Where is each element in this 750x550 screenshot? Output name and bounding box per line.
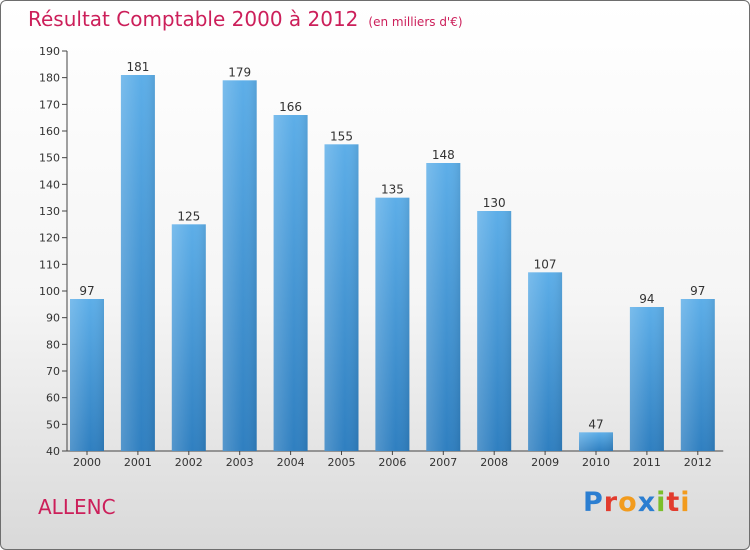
bar-shading bbox=[680, 299, 715, 451]
bar-shading bbox=[629, 307, 664, 451]
x-tick-label: 2004 bbox=[277, 456, 305, 469]
bar-shading bbox=[171, 224, 206, 451]
proxiti-logo[interactable]: Proxiti bbox=[583, 487, 691, 518]
data-label: 97 bbox=[690, 284, 705, 298]
bar-shading bbox=[579, 432, 613, 451]
y-tick-label: 70 bbox=[46, 365, 60, 378]
x-tick-label: 2012 bbox=[684, 456, 712, 469]
y-tick-label: 190 bbox=[39, 45, 60, 58]
data-label: 130 bbox=[483, 196, 506, 210]
y-tick-label: 50 bbox=[46, 418, 60, 431]
y-tick-label: 100 bbox=[39, 285, 60, 298]
y-tick-label: 120 bbox=[39, 232, 60, 245]
y-tick-label: 110 bbox=[39, 258, 60, 271]
bar-shading bbox=[120, 75, 155, 451]
chart-title-text: Résultat Comptable 2000 à 2012 bbox=[28, 7, 359, 31]
bar-shading bbox=[273, 115, 308, 451]
data-label: 166 bbox=[279, 100, 302, 114]
x-tick-label: 2000 bbox=[73, 456, 101, 469]
chart-labels: 2000 97 2001 181 2002 125 2003 179 2004 166 2005 15… bbox=[73, 60, 712, 469]
chart-bars bbox=[70, 75, 715, 452]
y-tick-label: 40 bbox=[46, 445, 60, 458]
y-tick-label: 80 bbox=[46, 338, 60, 351]
bar-shading bbox=[222, 80, 257, 451]
x-tick-label: 2003 bbox=[226, 456, 254, 469]
bar-shading bbox=[528, 272, 563, 451]
y-tick-label: 60 bbox=[46, 392, 60, 405]
place-name: ALLENC bbox=[38, 495, 116, 519]
chart-axes: 40 50 60 70 80 90 100 110 120 130 140 150 160 170 180 1… bbox=[39, 45, 724, 458]
x-tick-label: 2006 bbox=[378, 456, 406, 469]
x-tick-label: 2007 bbox=[429, 456, 457, 469]
data-label: 97 bbox=[79, 284, 94, 298]
bar-shading bbox=[477, 211, 512, 451]
y-tick-label: 150 bbox=[39, 152, 60, 165]
logo-letter: i bbox=[680, 487, 691, 518]
data-label: 181 bbox=[126, 60, 149, 74]
x-tick-label: 2001 bbox=[124, 456, 152, 469]
y-tick-label: 90 bbox=[46, 312, 60, 325]
logo-letter: x bbox=[637, 487, 657, 518]
x-tick-label: 2008 bbox=[480, 456, 508, 469]
x-tick-label: 2010 bbox=[582, 456, 610, 469]
logo-letter: o bbox=[618, 487, 638, 518]
data-label: 47 bbox=[588, 417, 603, 431]
bar-shading bbox=[426, 163, 461, 451]
y-tick-label: 180 bbox=[39, 72, 60, 85]
logo-letter: i bbox=[656, 487, 667, 518]
data-label: 155 bbox=[330, 129, 353, 143]
bar-shading bbox=[70, 299, 104, 451]
logo-letter: r bbox=[603, 487, 619, 518]
y-tick-label: 140 bbox=[39, 178, 60, 191]
data-label: 107 bbox=[534, 257, 557, 271]
data-label: 135 bbox=[381, 183, 404, 197]
x-tick-label: 2009 bbox=[531, 456, 559, 469]
x-tick-label: 2005 bbox=[328, 456, 356, 469]
chart-title: Résultat Comptable 2000 à 2012 (en millie… bbox=[28, 7, 463, 31]
bar-shading bbox=[375, 197, 410, 451]
bar-shading bbox=[324, 144, 359, 452]
data-label: 94 bbox=[639, 292, 654, 306]
data-label: 179 bbox=[228, 65, 251, 79]
logo-letter: P bbox=[583, 487, 604, 518]
data-label: 125 bbox=[177, 209, 200, 223]
y-tick-label: 130 bbox=[39, 205, 60, 218]
x-tick-label: 2011 bbox=[633, 456, 661, 469]
y-tick-label: 170 bbox=[39, 98, 60, 111]
x-tick-label: 2002 bbox=[175, 456, 203, 469]
data-label: 148 bbox=[432, 148, 455, 162]
y-tick-label: 160 bbox=[39, 125, 60, 138]
chart-subtitle: (en milliers d'€) bbox=[368, 15, 463, 29]
logo-letter: t bbox=[666, 487, 681, 518]
